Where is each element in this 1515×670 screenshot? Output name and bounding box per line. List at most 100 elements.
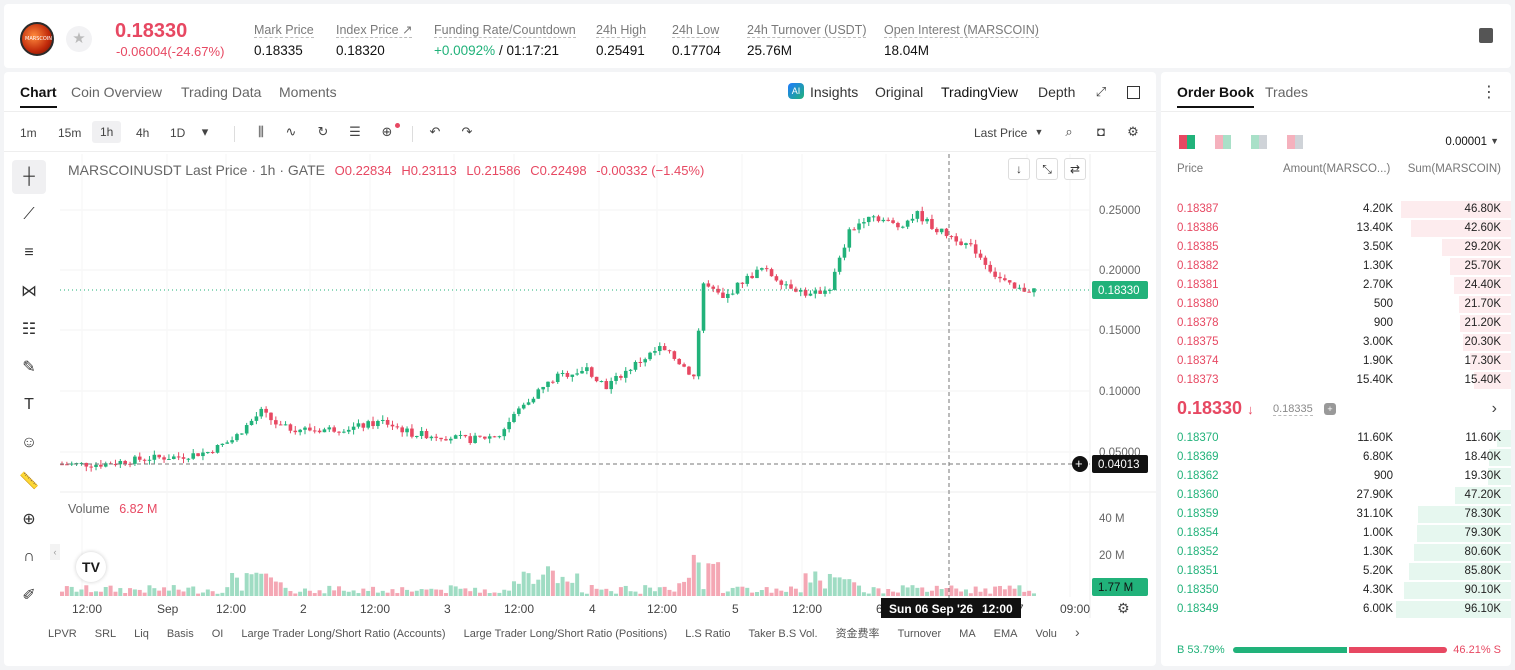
add-indicator-icon[interactable]: ⊕ [381,124,393,139]
orderbook-row[interactable]: 0.18387 4.20K 46.80K [1161,200,1511,219]
stat-index-price[interactable]: Index Price ↗ 0.18320 [336,23,413,58]
precision-select[interactable]: 0.00001 [1445,136,1487,148]
undo-icon[interactable]: ↶ [429,124,441,139]
chevron-right-icon[interactable]: › [1491,400,1497,417]
document-icon[interactable] [1479,28,1493,43]
indicator-4[interactable]: OI [211,628,224,640]
orderbook-row[interactable]: 0.18350 4.30K 90.10K [1161,581,1511,600]
orderbook-row[interactable]: 0.18354 1.00K 79.30K [1161,524,1511,543]
fib-icon[interactable]: ☷ [21,321,37,338]
brush-icon[interactable]: ✎ [22,359,36,376]
indicator-icon[interactable]: ∿ [285,124,297,139]
orderbook-row[interactable]: 0.18369 6.80K 18.40K [1161,448,1511,467]
tab-tradingview[interactable]: TradingView [941,84,1019,100]
indicator-5[interactable]: Large Trader Long/Short Ratio (Accounts) [241,628,446,640]
indicator-9[interactable]: 资金费率 [835,628,880,640]
indicator-10[interactable]: Turnover [897,628,942,640]
camera-icon[interactable]: ◘ [1097,124,1105,139]
indicator-6[interactable]: Large Trader Long/Short Ratio (Positions… [463,628,668,640]
timeframe-15m[interactable]: 15m [58,126,82,140]
layout-both-icon[interactable] [1179,135,1195,149]
refresh-icon[interactable]: ↻ [317,124,329,139]
magnet-icon[interactable]: ∩ [23,548,35,565]
orderbook-row[interactable]: 0.18385 3.50K 29.20K [1161,238,1511,257]
trendline-icon[interactable]: ⟋ [23,206,35,223]
fullscreen-icon[interactable] [1127,86,1140,99]
layout-bids-icon[interactable] [1251,135,1267,149]
collapse-icon[interactable]: ⤡ [1036,158,1058,180]
volume-bar [652,591,657,596]
candle-body [682,364,686,367]
zoom-icon[interactable]: ⊕ [22,511,36,528]
layout-asks-icon[interactable] [1287,135,1303,149]
expand-icon[interactable]: ⤢ [1095,84,1107,99]
chevron-down-icon[interactable]: ▼ [1034,127,1044,137]
timeframe-1h[interactable]: 1h [92,121,122,143]
timeframe-1d[interactable]: 1D [170,126,186,140]
settings-icon[interactable]: ⚙ [1117,600,1130,616]
indicator-13[interactable]: Volu [1035,628,1057,640]
stat-open-interest: Open Interest (MARSCOIN) 18.04M [884,23,1039,58]
indicator-12[interactable]: EMA [993,628,1018,640]
orderbook-row[interactable]: 0.18359 31.10K 78.30K [1161,505,1511,524]
pattern-icon[interactable]: ⋈ [21,283,37,300]
ruler-icon[interactable]: 📏 [19,473,39,490]
price-type-select[interactable]: Last Price [974,126,1028,140]
volume-bar [910,585,915,596]
indicator-8[interactable]: Taker B.S Vol. [748,628,818,640]
indicator-2[interactable]: Liq [134,628,149,640]
layout-split-icon[interactable] [1215,135,1231,149]
indicator-0[interactable]: LPVR [48,628,77,640]
tab-depth[interactable]: Depth [1038,84,1076,100]
timeframe-4h[interactable]: 4h [136,126,150,140]
more-icon[interactable]: ⋮ [1481,84,1497,101]
indicator-7[interactable]: L.S Ratio [685,628,731,640]
gear-icon[interactable]: ⚙ [1127,124,1139,139]
horizontal-lines-icon[interactable]: ≡ [24,244,34,261]
orderbook-row[interactable]: 0.18380 500 21.70K [1161,295,1511,314]
timeframe-1m[interactable]: 1m [20,126,37,140]
swap-icon[interactable]: ⇄ [1064,158,1086,180]
tab-trades[interactable]: Trades [1265,84,1309,100]
template-icon[interactable]: ☰ [349,124,361,139]
tab-trading-data[interactable]: Trading Data [181,84,262,100]
orderbook-row[interactable]: 0.18378 900 21.20K [1161,314,1511,333]
orderbook-row[interactable]: 0.18381 2.70K 24.40K [1161,276,1511,295]
row-sum: 79.30K [1464,527,1501,539]
indicator-11[interactable]: MA [959,628,976,640]
indicator-3[interactable]: Basis [166,628,194,640]
scroll-down-icon[interactable]: ↓ [1008,158,1030,180]
orderbook-row[interactable]: 0.18351 5.20K 85.80K [1161,562,1511,581]
tab-order-book[interactable]: Order Book [1177,84,1255,108]
tab-moments[interactable]: Moments [279,84,337,100]
collapse-toolbar-icon[interactable]: ‹ [50,544,60,560]
orderbook-row[interactable]: 0.18352 1.30K 80.60K [1161,543,1511,562]
indicator-1[interactable]: SRL [94,628,117,640]
pencil-icon[interactable]: ✐ [22,587,36,604]
orderbook-row[interactable]: 0.18370 11.60K 11.60K [1161,429,1511,448]
favorite-star-icon[interactable]: ★ [66,26,92,52]
crosshair-icon[interactable]: ┼ [12,160,46,194]
orderbook-row[interactable]: 0.18362 900 19.30K [1161,467,1511,486]
orderbook-row[interactable]: 0.18373 15.40K 15.40K [1161,371,1511,390]
orderbook-row[interactable]: 0.18374 1.90K 17.30K [1161,352,1511,371]
orderbook-row[interactable]: 0.18382 1.30K 25.70K [1161,257,1511,276]
redo-icon[interactable]: ↷ [461,124,473,139]
tab-coin-overview[interactable]: Coin Overview [71,84,163,100]
chevron-down-icon[interactable]: ▼ [1490,136,1499,146]
row-price: 0.18352 [1177,546,1219,558]
orderbook-row[interactable]: 0.18360 27.90K 47.20K [1161,486,1511,505]
tab-insights[interactable]: Insights [810,84,859,100]
text-icon[interactable]: T [24,396,34,413]
candle-type-icon[interactable]: ⫼ [258,124,264,139]
tab-original[interactable]: Original [875,84,924,100]
orderbook-row[interactable]: 0.18349 6.00K 96.10K [1161,600,1511,619]
search-icon[interactable]: ⌕ [1065,124,1073,139]
chevron-right-icon[interactable]: › [1074,624,1080,640]
orderbook-row[interactable]: 0.18386 13.40K 42.60K [1161,219,1511,238]
chevron-down-icon[interactable]: ▾ [201,124,209,139]
orderbook-row[interactable]: 0.18375 3.00K 20.30K [1161,333,1511,352]
tab-chart[interactable]: Chart [20,84,57,108]
emoji-icon[interactable]: ☺ [20,434,38,451]
